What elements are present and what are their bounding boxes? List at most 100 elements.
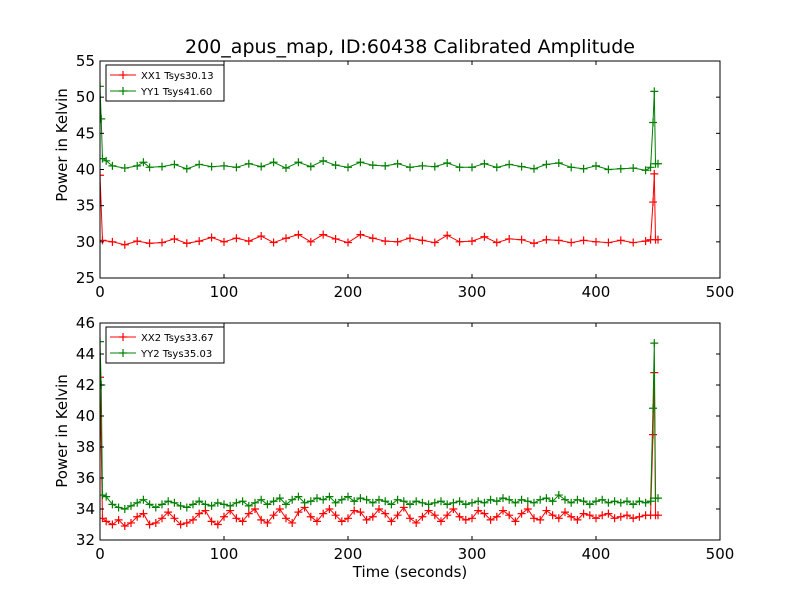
top-series-0-point	[455, 237, 464, 246]
bottom-series-0-point	[430, 511, 439, 520]
bottom-series-1-point	[486, 495, 495, 504]
bottom-series-0-point	[542, 506, 551, 515]
top-series-0-point	[480, 232, 489, 241]
bottom-series-0-point	[232, 514, 241, 523]
bottom-series-1-point	[226, 501, 235, 510]
bottom-ticks: 0 100 200 300 400 500 32 34 36 38 40 42 44 46	[76, 314, 734, 563]
top-series-1-point	[306, 162, 315, 171]
bottom-series-0-point	[170, 514, 179, 523]
bottom-series-0-point	[585, 511, 594, 520]
top-ticks: 0 100 200 300 400 500 25 30 35 40 45 50 55	[76, 52, 734, 301]
bottom-series-0-point	[368, 512, 377, 521]
bottom-series-1-point	[542, 494, 551, 503]
top-series-0-point	[282, 234, 290, 243]
bottom-series-1-point	[362, 495, 371, 504]
top-series-1-point	[319, 156, 328, 165]
top-series-1-point	[257, 162, 266, 171]
bottom-series-0-point	[393, 511, 402, 520]
top-legend: XX1 Tsys30.13 YY1 Tsys41.60	[105, 64, 225, 102]
top-series-0-point	[443, 231, 452, 240]
bottom-series-0-point	[102, 517, 111, 526]
top-series-0-point	[356, 230, 365, 239]
top-series-1-point	[480, 159, 489, 168]
bottom-series-1-point	[207, 501, 216, 510]
top-series-1-point	[133, 161, 142, 170]
top-series-0-point	[232, 234, 241, 243]
top-series-0-point	[368, 234, 377, 243]
top-series-1-point	[654, 159, 662, 168]
bottom-series-0-point	[294, 508, 303, 517]
bottom-series-1-point	[424, 500, 433, 509]
top-series-0-point	[120, 240, 129, 249]
bottom-series-1-point	[331, 498, 340, 507]
bottom-series-0-point	[418, 512, 427, 521]
bottom-series-0-point	[108, 520, 117, 529]
top-x-tick-label: 400	[582, 283, 611, 301]
top-series-0-point	[133, 237, 142, 246]
bottom-series-1-point	[604, 498, 613, 507]
bottom-series-1-point	[511, 498, 520, 507]
bottom-series-1-point	[158, 500, 166, 509]
bottom-x-tick-label: 400	[582, 545, 611, 563]
bottom-legend-marker-1	[119, 349, 127, 357]
bottom-x-tick-label: 500	[706, 545, 735, 563]
bottom-series-0-point	[387, 517, 396, 526]
bottom-series-1-point	[133, 498, 142, 507]
bottom-panel: Power in Kelvin 0 100 200 300 400 500 32 34 36 38…	[53, 314, 734, 563]
bottom-series-0-point	[635, 512, 644, 521]
bottom-series-1-point	[517, 495, 526, 504]
top-series-0-point	[170, 234, 179, 243]
top-series-0-point	[207, 233, 216, 242]
top-series-1-point	[406, 163, 414, 172]
top-series-1-point	[120, 164, 129, 173]
bottom-series-1-point	[461, 500, 470, 509]
bottom-series-0-point	[151, 518, 160, 527]
bottom-series-0-point	[127, 518, 135, 527]
bottom-series-1-point	[300, 498, 309, 507]
bottom-series-0-point	[548, 511, 557, 520]
bottom-series-1-point	[649, 404, 658, 413]
top-series-1-point	[100, 114, 106, 123]
bottom-series-1-point	[294, 492, 303, 501]
bottom-series-0-point	[443, 511, 452, 520]
top-series-1-point	[430, 162, 439, 171]
bottom-y-tick-label: 46	[76, 314, 95, 332]
top-series-1-point	[567, 163, 576, 172]
top-x-tick-label: 100	[210, 283, 239, 301]
top-series-0-point	[530, 239, 538, 248]
top-series-1-point	[282, 164, 290, 173]
top-legend-marker-1	[119, 87, 127, 95]
bottom-series-0-point	[461, 515, 470, 524]
bottom-series-0-point	[486, 515, 495, 524]
top-series-0-point	[579, 236, 588, 245]
bottom-series-0-point	[610, 514, 619, 523]
bottom-x-tick-label: 300	[458, 545, 487, 563]
top-series-1-point	[443, 158, 452, 167]
top-series-1-point	[505, 160, 514, 169]
bottom-y-tick-label: 38	[76, 438, 95, 456]
bottom-series-1-point	[381, 497, 390, 506]
top-series-0-point	[592, 237, 600, 246]
top-series-0-point	[244, 237, 253, 246]
bottom-series-0-point	[244, 509, 253, 518]
bottom-series-0-point	[313, 517, 321, 526]
bottom-series-0-point	[257, 515, 266, 524]
bottom-series-0-point	[158, 514, 166, 523]
top-series-0-point	[641, 237, 650, 246]
bottom-series-1-point	[306, 497, 315, 506]
top-series-1-point	[368, 161, 377, 170]
bottom-legend: XX2 Tsys33.67 YY2 Tsys35.03	[105, 326, 225, 364]
bottom-series-0-point	[455, 512, 464, 521]
bottom-series-0-point	[207, 517, 216, 526]
top-series-0-point	[257, 232, 266, 241]
x-axis-label: Time (seconds)	[352, 563, 468, 581]
top-series-1-point	[108, 161, 117, 170]
bottom-series-1-point	[505, 495, 514, 504]
bottom-series-1-point	[641, 498, 650, 507]
bottom-legend-box	[105, 326, 225, 364]
bottom-y-tick-label: 36	[76, 469, 95, 487]
bottom-series-1-point	[182, 503, 191, 512]
bottom-series-1-point	[629, 500, 638, 509]
bottom-series-1-point	[319, 495, 328, 504]
bottom-series-1-point	[164, 497, 173, 506]
